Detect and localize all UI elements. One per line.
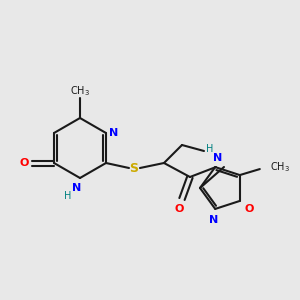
Text: O: O: [19, 158, 29, 168]
Text: N: N: [72, 183, 82, 193]
Text: H: H: [64, 191, 72, 201]
Text: O: O: [244, 204, 254, 214]
Text: S: S: [130, 161, 139, 175]
Text: N: N: [213, 153, 223, 163]
Text: O: O: [174, 204, 184, 214]
Text: N: N: [110, 128, 118, 138]
Text: H: H: [206, 144, 214, 154]
Text: CH$_3$: CH$_3$: [70, 84, 90, 98]
Text: N: N: [208, 215, 218, 225]
Text: CH$_3$: CH$_3$: [270, 160, 290, 174]
